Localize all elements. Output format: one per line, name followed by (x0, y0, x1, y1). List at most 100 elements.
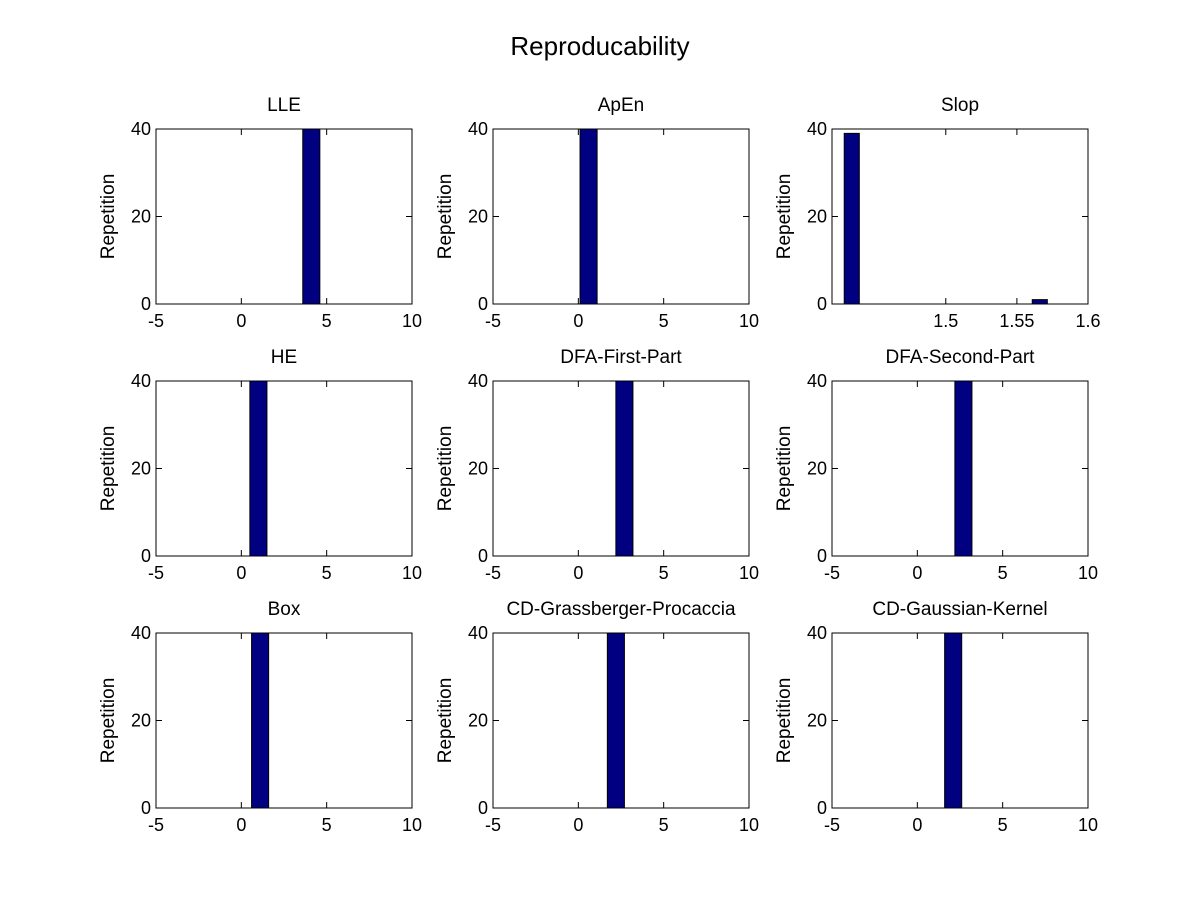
y-tick-label: 20 (807, 459, 827, 479)
x-tick-label: 5 (998, 563, 1008, 583)
x-tick-label: 0 (912, 815, 922, 835)
y-tick-label: 20 (807, 711, 827, 731)
bar (1031, 299, 1048, 305)
x-tick-label: 0 (573, 311, 583, 331)
axes-frame (155, 632, 413, 809)
x-tick-label: 10 (402, 815, 422, 835)
x-tick-label: 0 (573, 815, 583, 835)
x-tick-label: 10 (739, 563, 759, 583)
y-tick-label: 20 (807, 207, 827, 227)
x-tick-label: 10 (739, 311, 759, 331)
y-tick-label: 40 (468, 623, 488, 643)
y-axis-label: Repetition (774, 426, 795, 512)
x-tick-label: -5 (148, 563, 164, 583)
x-tick-label: 5 (322, 563, 332, 583)
x-tick-label: 5 (659, 311, 669, 331)
x-tick-label: 0 (236, 815, 246, 835)
x-tick-label: 0 (236, 563, 246, 583)
x-tick-label: 0 (236, 311, 246, 331)
subplot-title: HE (271, 347, 297, 368)
y-tick-label: 40 (131, 623, 151, 643)
subplot-title: CD-Grassberger-Procaccia (506, 599, 736, 620)
y-tick-label: 40 (468, 371, 488, 391)
bar (606, 632, 625, 809)
x-tick-label: 10 (402, 311, 422, 331)
bar (579, 128, 598, 305)
subplot-3: 0 20 40 1.5 1.55 1.6 Slop Repetition (774, 95, 1101, 331)
y-axis-label: Repetition (98, 678, 119, 764)
y-tick-label: 20 (468, 459, 488, 479)
bar (944, 632, 963, 809)
y-tick-label: 0 (817, 294, 827, 314)
y-axis-label: Repetition (435, 174, 456, 260)
x-tick-label: -5 (485, 815, 501, 835)
y-tick-label: 0 (817, 798, 827, 818)
x-tick-label: -5 (824, 563, 840, 583)
y-tick-label: 40 (807, 119, 827, 139)
y-tick-label: 0 (817, 546, 827, 566)
axes-frame (155, 380, 413, 557)
figure-title: Reproducability (510, 31, 689, 61)
subplot-title: DFA-Second-Part (886, 347, 1036, 368)
axes-frame (155, 128, 413, 305)
axes-frame (831, 128, 1089, 305)
x-tick-label: 5 (998, 815, 1008, 835)
subplot-title: ApEn (598, 95, 644, 116)
y-tick-label: 20 (131, 207, 151, 227)
x-tick-label: 10 (1078, 563, 1098, 583)
x-tick-label: 10 (739, 815, 759, 835)
subplot-title: Slop (941, 95, 979, 116)
x-tick-label: -5 (148, 815, 164, 835)
y-axis-label: Repetition (774, 678, 795, 764)
subplot-title: CD-Gaussian-Kernel (872, 599, 1047, 620)
y-tick-label: 20 (131, 711, 151, 731)
x-tick-label: 10 (402, 563, 422, 583)
x-tick-label: 1.5 (933, 311, 958, 331)
y-tick-label: 20 (131, 459, 151, 479)
y-axis-label: Repetition (98, 174, 119, 260)
bar (249, 380, 268, 557)
x-tick-label: 5 (322, 311, 332, 331)
y-tick-label: 0 (478, 294, 488, 314)
y-tick-label: 0 (141, 294, 151, 314)
x-tick-label: 0 (573, 563, 583, 583)
y-tick-label: 20 (468, 711, 488, 731)
y-tick-label: 0 (141, 546, 151, 566)
axes-frame (492, 128, 750, 305)
bar (251, 632, 270, 809)
bar (843, 132, 860, 305)
y-axis-label: Repetition (98, 426, 119, 512)
y-tick-label: 40 (131, 119, 151, 139)
x-tick-label: -5 (148, 311, 164, 331)
x-tick-label: 5 (659, 815, 669, 835)
bar (302, 128, 321, 305)
bar (954, 380, 973, 557)
y-axis-label: Repetition (774, 174, 795, 260)
y-tick-label: 40 (807, 371, 827, 391)
x-tick-label: 1.55 (999, 311, 1034, 331)
y-tick-label: 40 (131, 371, 151, 391)
x-tick-label: -5 (824, 815, 840, 835)
subplot-title: DFA-First-Part (560, 347, 682, 368)
y-tick-label: 40 (807, 623, 827, 643)
y-tick-label: 40 (468, 119, 488, 139)
y-tick-label: 20 (468, 207, 488, 227)
x-tick-label: 1.6 (1075, 311, 1100, 331)
y-tick-label: 0 (478, 798, 488, 818)
x-tick-label: -5 (485, 311, 501, 331)
x-tick-label: 0 (912, 563, 922, 583)
y-axis-label: Repetition (435, 678, 456, 764)
subplot-title: Box (268, 599, 301, 620)
y-tick-label: 0 (141, 798, 151, 818)
y-axis-label: Repetition (435, 426, 456, 512)
x-tick-label: 5 (322, 815, 332, 835)
